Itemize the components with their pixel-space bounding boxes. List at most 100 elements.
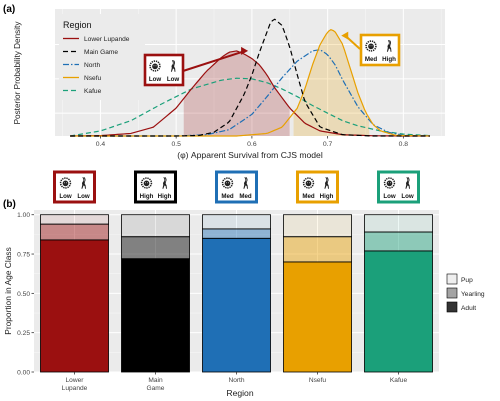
bar-pup <box>283 214 352 238</box>
x-tick-label: North <box>228 377 244 384</box>
density-x-ticks: 0.4 0.5 0.6 0.7 0.8 <box>96 136 409 148</box>
prey-level-label: Low <box>401 193 414 200</box>
header-box: Med Med <box>215 170 258 204</box>
age-legend: Pup Yearling Adult <box>446 273 485 313</box>
region-header-boxes: Low Low High High Med Med Med High Low Low <box>53 170 420 204</box>
legend-entry-nsefu: Nsefu <box>84 75 102 82</box>
header-box: High High <box>134 170 177 204</box>
header-box: Med High <box>296 170 339 204</box>
x-tick-label: Main Game <box>147 377 165 392</box>
bar-adult <box>121 258 190 373</box>
predator-level-label: Med <box>302 193 315 200</box>
age-bars <box>40 214 433 373</box>
header-box-frame <box>296 170 339 204</box>
x-tick-label: Lower Lupande <box>62 377 88 392</box>
header-box-frame <box>134 170 177 204</box>
x-tick-label: 0.8 <box>399 141 409 148</box>
x-tick-label: 0.5 <box>171 141 181 148</box>
density-chart: 0.4 0.5 0.6 0.7 0.8 Posterior Probability De… <box>13 9 445 160</box>
prey-level-label: Low <box>167 76 180 83</box>
x-tick-label-line: Game <box>147 385 165 392</box>
predator-level-label: Med <box>221 193 234 200</box>
legend-key-adult <box>446 301 458 313</box>
age-class-chart: 0.00 0.25 0.50 0.75 1.00 Lower Lupande Main Gam… <box>3 210 485 398</box>
x-tick-label: 0.6 <box>247 141 257 148</box>
x-tick-label: 0.7 <box>323 141 333 148</box>
bar-pup <box>40 214 109 225</box>
x-tick-label: Kafue <box>390 377 408 384</box>
predator-level-label: Low <box>59 193 72 200</box>
bar-pup <box>364 214 433 233</box>
prey-level-label: Med <box>239 193 252 200</box>
density-gridlines <box>55 9 445 136</box>
prey-level-label: High <box>158 193 172 200</box>
x-tick-label: Nsefu <box>309 377 327 384</box>
annotation-arrowhead <box>241 46 249 55</box>
y-tick-label: 0.50 <box>17 291 30 298</box>
legend-entry-lower-lupande: Lower Lupande <box>84 36 130 43</box>
age-y-axis-label: Proportion in Age Class <box>3 247 13 335</box>
annotation-arrow <box>182 49 246 72</box>
bar-adult <box>283 261 352 373</box>
predator-level-label: Low <box>149 76 162 83</box>
bar-adult <box>364 250 433 373</box>
header-box: Low Low <box>53 170 96 204</box>
bar-pup <box>121 214 190 238</box>
legend-key-bg <box>447 288 457 298</box>
header-box-frame <box>215 170 258 204</box>
legend-entry-north: North <box>84 62 100 69</box>
density-curves <box>70 18 430 137</box>
y-tick-label: 0.00 <box>17 369 30 376</box>
legend-entry-main-game: Main Game <box>84 49 118 56</box>
bar-adult <box>202 237 271 373</box>
x-tick-label-line: Lupande <box>62 385 88 392</box>
legend-key-yearling <box>446 287 458 299</box>
header-box: Low Low <box>377 170 420 204</box>
x-tick-label: 0.4 <box>96 141 106 148</box>
annotation-lower-lupande: Low Low <box>143 53 185 87</box>
panel-label-a: (a) <box>3 4 15 15</box>
bar-yearling <box>364 231 433 252</box>
x-tick-label-line: Main <box>148 377 163 384</box>
bar-yearling <box>121 236 190 260</box>
legend-key-bg <box>447 274 457 284</box>
annotation-arrowhead <box>341 31 349 40</box>
x-tick-label-line: Nsefu <box>309 377 327 384</box>
panel-label-b: (b) <box>3 199 16 210</box>
age-x-ticks: Lower Lupande Main Game North Nsefu Kafue <box>62 372 408 392</box>
legend-entry-yearling: Yearling <box>461 291 485 298</box>
x-tick-label-line: Lower <box>66 377 85 384</box>
legend-entry-pup: Pup <box>461 277 473 284</box>
density-y-axis-label: Posterior Probability Density <box>13 21 22 125</box>
prey-level-label: High <box>382 56 396 63</box>
shaded-interval-lower-lupande <box>183 50 290 136</box>
predator-level-label: High <box>140 193 154 200</box>
density-annotations: Low Low Med High <box>143 31 401 87</box>
curve-lower-lupande <box>70 50 430 137</box>
bar-yearling <box>283 236 352 263</box>
shaded-interval-nsefu <box>293 29 370 136</box>
x-tick-label-line: Kafue <box>390 377 408 384</box>
prey-level-label: High <box>320 193 334 200</box>
prey-level-label: Low <box>77 193 90 200</box>
density-x-axis-label: (φ) Apparent Survival from CJS model <box>177 150 323 160</box>
legend-entry-adult: Adult <box>461 305 476 312</box>
curve-main-game <box>70 18 430 137</box>
y-tick-label: 1.00 <box>17 212 30 219</box>
bar-yearling <box>40 223 109 241</box>
header-box-frame <box>377 170 420 204</box>
age-y-ticks: 0.00 0.25 0.50 0.75 1.00 <box>17 212 34 376</box>
y-tick-label: 0.25 <box>17 330 30 337</box>
predator-level-label: Med <box>365 56 378 63</box>
curve-kafue <box>70 77 430 137</box>
x-tick-label-line: North <box>228 377 244 384</box>
annotation-nsefu: Med High <box>359 33 401 67</box>
predator-level-label: Low <box>383 193 396 200</box>
density-shaded-areas <box>183 29 370 136</box>
bar-yearling <box>202 228 271 239</box>
density-legend-title: Region <box>63 20 92 30</box>
bar-pup <box>202 214 271 230</box>
y-tick-label: 0.75 <box>17 251 30 258</box>
age-x-axis-label: Region <box>226 388 253 398</box>
